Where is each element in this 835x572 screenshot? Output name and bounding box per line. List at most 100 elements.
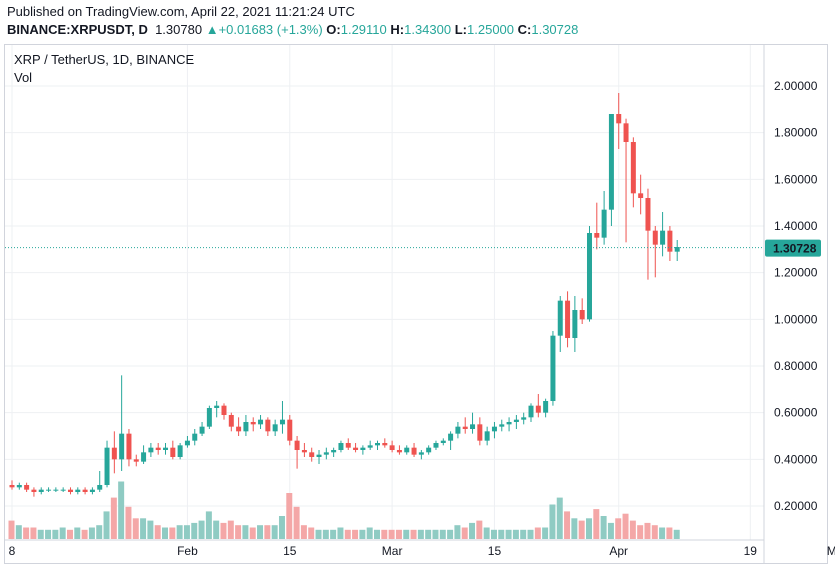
price-tick-label: 0.60000 [774, 406, 818, 420]
price-tick-label: 0.40000 [774, 452, 818, 466]
candle-body [602, 210, 607, 238]
candle-body [463, 427, 468, 429]
volume-bar [16, 525, 22, 539]
volume-bar [374, 530, 380, 539]
candle-body [214, 406, 219, 408]
candle-body [594, 233, 599, 238]
volume-bar [454, 525, 460, 539]
volume-bar [308, 528, 314, 540]
candle-body [536, 406, 541, 413]
volume-bar [337, 528, 343, 540]
volume-bar [104, 511, 110, 539]
volume-bar [52, 530, 58, 539]
candle-body [521, 417, 526, 419]
candle-body [653, 231, 658, 245]
volume-bar [491, 530, 497, 539]
candle-body [61, 490, 66, 491]
volume-bar [23, 528, 29, 540]
date-tick-label: Apr [609, 544, 628, 558]
candle-body [426, 448, 431, 453]
volume-bar [111, 498, 117, 539]
volume-bar [125, 507, 131, 539]
volume-bar [564, 511, 570, 539]
candle-body [507, 422, 512, 424]
candle-body [470, 424, 475, 429]
volume-bar [250, 528, 256, 540]
volume-bar [623, 514, 629, 539]
candle-body [24, 485, 29, 490]
date-tick-label: May [827, 544, 835, 558]
price-tick-label: 2.00000 [774, 79, 818, 93]
volume-bar [155, 525, 161, 539]
candle-body [382, 443, 387, 445]
volume-bar [96, 525, 102, 539]
candle-body [338, 443, 343, 450]
volume-bar [506, 530, 512, 539]
volume-bar [38, 530, 44, 539]
candle-body [46, 490, 51, 491]
volume-bar [652, 525, 658, 539]
candle-body [53, 490, 58, 491]
volume-bar [367, 528, 373, 540]
volume-bar [542, 528, 548, 540]
date-tick-label: Mar [382, 544, 403, 558]
volume-bar [9, 521, 15, 539]
chart-legend-title: XRP / TetherUS, 1D, BINANCE [14, 52, 194, 67]
candle-body [624, 123, 629, 142]
candle-body [39, 490, 44, 492]
candle-body [331, 450, 336, 452]
candle-body [90, 490, 95, 492]
candle-body [368, 445, 373, 447]
candle-body [317, 455, 322, 457]
volume-bar [666, 528, 672, 540]
price-tick-label: 1.40000 [774, 219, 818, 233]
volume-bar [528, 530, 534, 539]
volume-bar [381, 530, 387, 539]
volume-bar [586, 518, 592, 539]
candle-body [558, 301, 563, 336]
candle-body [105, 448, 110, 485]
candle-body [477, 424, 482, 440]
volume-bar [359, 530, 365, 539]
volume-bar [213, 521, 219, 539]
candle-body [97, 485, 102, 490]
candle-body [287, 420, 292, 441]
candle-body [587, 233, 592, 319]
volume-bar [447, 530, 453, 539]
candle-body [251, 422, 256, 424]
volume-bar [301, 525, 307, 539]
volume-bar [286, 493, 292, 539]
candle-body [609, 114, 614, 210]
volume-bar [60, 528, 66, 540]
candle-body [83, 490, 88, 492]
volume-bar [659, 528, 665, 540]
volume-bar [228, 521, 234, 539]
volume-bar [513, 530, 519, 539]
date-tick-label: Feb [177, 544, 198, 558]
candle-body [346, 443, 351, 448]
volume-bar [345, 530, 351, 539]
candle-body [565, 301, 570, 338]
candle-body [156, 448, 161, 450]
candle-body [126, 434, 131, 460]
candle-body [163, 448, 168, 450]
candle-body [375, 443, 380, 445]
candle-body [221, 406, 226, 415]
volume-bar [484, 528, 490, 540]
volume-bar [264, 525, 270, 539]
volume-bar [608, 523, 614, 539]
candle-body [419, 452, 424, 454]
volume-bar [191, 523, 197, 539]
volume-bar [674, 530, 680, 539]
volume-bar [418, 530, 424, 539]
volume-bar [162, 528, 168, 540]
candle-body [280, 420, 285, 425]
price-tick-label: 1.80000 [774, 126, 818, 140]
volume-bar [571, 518, 577, 539]
volume-bar [257, 525, 263, 539]
volume-bar [199, 521, 205, 539]
candle-body [207, 408, 212, 427]
volume-bar [30, 528, 36, 540]
candle-body [360, 448, 365, 450]
